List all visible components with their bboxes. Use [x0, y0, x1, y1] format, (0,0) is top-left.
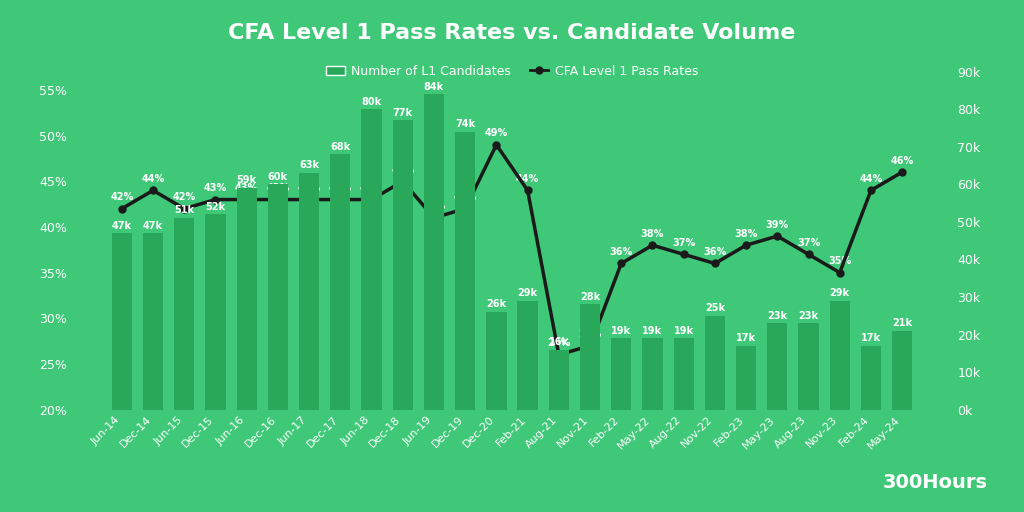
Text: 19k: 19k: [642, 326, 663, 336]
Bar: [392, 120, 413, 410]
Text: 28k: 28k: [580, 292, 600, 302]
Text: 38%: 38%: [641, 229, 665, 239]
Text: 43%: 43%: [329, 183, 352, 193]
Text: 36%: 36%: [609, 247, 633, 257]
Text: 49%: 49%: [484, 129, 508, 138]
Text: 52k: 52k: [206, 202, 225, 212]
Text: 63k: 63k: [299, 160, 319, 170]
Bar: [674, 338, 694, 410]
Text: 74k: 74k: [455, 119, 475, 129]
Bar: [237, 188, 257, 410]
Bar: [361, 109, 382, 410]
Text: 77k: 77k: [392, 108, 413, 118]
Text: 300Hours: 300Hours: [883, 473, 988, 492]
Text: 37%: 37%: [797, 238, 820, 248]
Text: 42%: 42%: [454, 193, 477, 202]
Bar: [705, 316, 725, 410]
Text: 84k: 84k: [424, 81, 444, 92]
Bar: [861, 346, 881, 410]
Text: 39%: 39%: [766, 220, 788, 230]
Text: 44%: 44%: [516, 174, 540, 184]
Text: 60k: 60k: [268, 172, 288, 182]
Text: 37%: 37%: [672, 238, 695, 248]
Text: 17k: 17k: [736, 333, 756, 343]
Bar: [174, 218, 195, 410]
Text: 44%: 44%: [141, 174, 165, 184]
Text: 47k: 47k: [112, 221, 132, 230]
Text: CFA Level 1 Pass Rates vs. Candidate Volume: CFA Level 1 Pass Rates vs. Candidate Vol…: [228, 23, 796, 43]
Bar: [299, 173, 319, 410]
Text: 17k: 17k: [861, 333, 881, 343]
Text: 80k: 80k: [361, 97, 382, 106]
Bar: [642, 338, 663, 410]
Bar: [799, 323, 818, 410]
Bar: [267, 184, 288, 410]
Text: 42%: 42%: [111, 193, 133, 202]
Bar: [736, 346, 757, 410]
Bar: [206, 215, 225, 410]
Text: 23k: 23k: [767, 311, 787, 321]
Text: 27%: 27%: [579, 329, 602, 339]
Text: 51k: 51k: [174, 205, 195, 216]
Text: 38%: 38%: [734, 229, 758, 239]
Text: 25k: 25k: [705, 303, 725, 313]
Text: 19k: 19k: [674, 326, 693, 336]
Text: 21k: 21k: [892, 318, 912, 328]
Text: 43%: 43%: [359, 183, 383, 193]
Text: 43%: 43%: [204, 183, 227, 193]
Bar: [892, 331, 912, 410]
Text: 19k: 19k: [611, 326, 632, 336]
Bar: [455, 132, 475, 410]
Bar: [517, 301, 538, 410]
Bar: [549, 350, 569, 410]
Bar: [143, 233, 163, 410]
Bar: [580, 305, 600, 410]
Bar: [486, 312, 507, 410]
Text: 29k: 29k: [829, 288, 850, 298]
Text: 44%: 44%: [859, 174, 883, 184]
Text: 45%: 45%: [391, 165, 415, 175]
Text: 43%: 43%: [298, 183, 321, 193]
Text: 41%: 41%: [422, 201, 445, 211]
Bar: [112, 233, 132, 410]
Text: 42%: 42%: [173, 193, 196, 202]
Bar: [330, 154, 350, 410]
Text: 46%: 46%: [891, 156, 913, 166]
Text: 16k: 16k: [549, 337, 569, 347]
Text: 59k: 59k: [237, 176, 257, 185]
Text: 47k: 47k: [143, 221, 163, 230]
Text: 26k: 26k: [486, 300, 507, 309]
Legend: Number of L1 Candidates, CFA Level 1 Pass Rates: Number of L1 Candidates, CFA Level 1 Pas…: [321, 60, 703, 83]
Text: 29k: 29k: [517, 288, 538, 298]
Text: 43%: 43%: [266, 183, 290, 193]
Text: 36%: 36%: [703, 247, 726, 257]
Bar: [611, 338, 632, 410]
Text: 23k: 23k: [799, 311, 818, 321]
Text: 43%: 43%: [236, 183, 258, 193]
Text: 26%: 26%: [547, 338, 570, 348]
Text: 35%: 35%: [828, 256, 851, 266]
Text: 68k: 68k: [330, 142, 350, 152]
Bar: [767, 323, 787, 410]
Bar: [424, 94, 444, 410]
Bar: [829, 301, 850, 410]
